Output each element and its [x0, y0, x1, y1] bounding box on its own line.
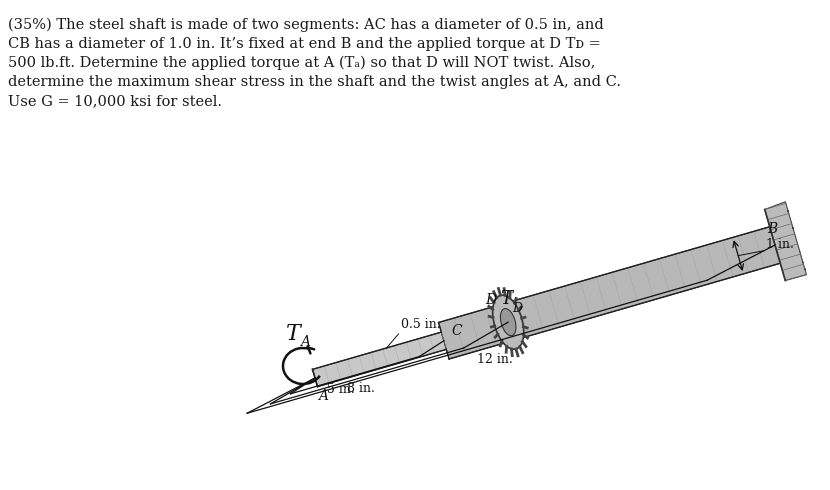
Polygon shape	[764, 202, 807, 281]
Text: 12 in.: 12 in.	[477, 353, 513, 366]
Text: 500 lb.ft. Determine the applied torque at A (Tₐ) so that D will NOT twist. Also: 500 lb.ft. Determine the applied torque …	[8, 56, 595, 71]
Ellipse shape	[493, 295, 524, 349]
Text: A: A	[319, 389, 329, 403]
Text: determine the maximum shear stress in the shaft and the twist angles at A, and C: determine the maximum shear stress in th…	[8, 75, 621, 89]
Text: (35%) The steel shaft is made of two segments: AC has a diameter of 0.5 in, and: (35%) The steel shaft is made of two seg…	[8, 18, 603, 32]
Polygon shape	[313, 332, 447, 387]
Text: 0.5 in.: 0.5 in.	[401, 318, 440, 331]
Text: T: T	[500, 290, 512, 308]
Text: C: C	[452, 323, 462, 338]
Text: 5 in.: 5 in.	[327, 383, 354, 396]
Text: 1 in.: 1 in.	[766, 238, 794, 251]
Ellipse shape	[500, 309, 516, 336]
Text: Use G = 10,000 ksi for steel.: Use G = 10,000 ksi for steel.	[8, 94, 222, 108]
Text: B: B	[767, 222, 778, 236]
Text: D: D	[485, 293, 496, 307]
Polygon shape	[438, 227, 780, 359]
Text: 8 in.: 8 in.	[347, 382, 375, 395]
Text: CB has a diameter of 1.0 in. It’s fixed at end B and the applied torque at D Tᴅ : CB has a diameter of 1.0 in. It’s fixed …	[8, 37, 601, 51]
Text: D: D	[512, 302, 522, 315]
Text: T: T	[286, 323, 300, 345]
Text: A: A	[300, 335, 310, 349]
